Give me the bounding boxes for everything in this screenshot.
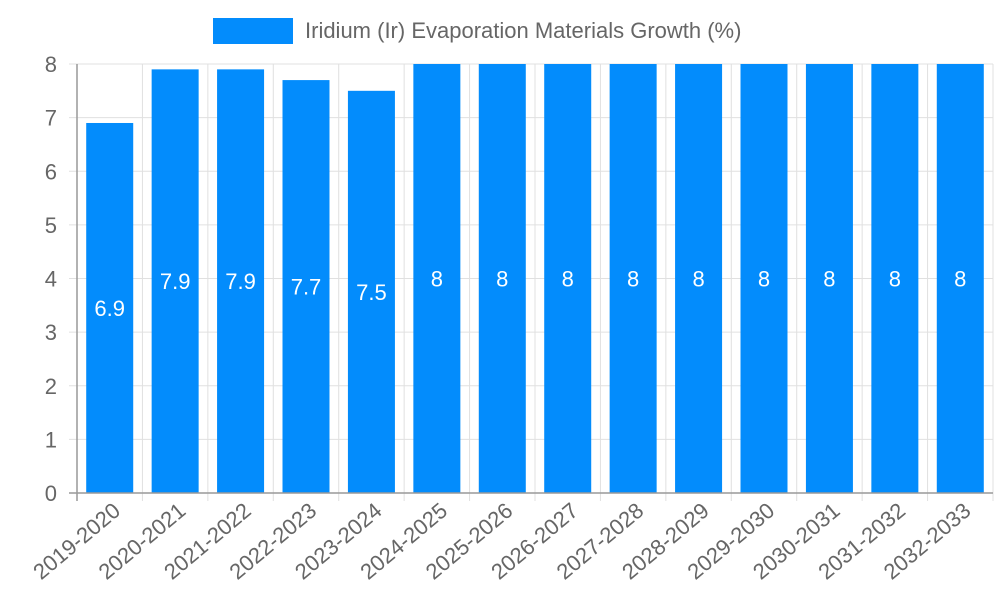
bar[interactable] bbox=[740, 64, 788, 493]
bar-value-label: 7.9 bbox=[160, 269, 191, 294]
bar-value-label: 8 bbox=[627, 267, 639, 292]
bar-value-label: 7.7 bbox=[291, 275, 322, 300]
bar-value-label: 7.5 bbox=[356, 280, 387, 305]
bar[interactable] bbox=[478, 64, 526, 493]
y-axis-ticks: 0 1 2 3 4 5 6 7 8 bbox=[45, 52, 57, 506]
y-tick-label: 3 bbox=[45, 320, 57, 345]
bar-value-label: 8 bbox=[823, 267, 835, 292]
y-tick-label: 1 bbox=[45, 427, 57, 452]
chart-legend[interactable]: Iridium (Ir) Evaporation Materials Growt… bbox=[213, 18, 741, 44]
bar[interactable] bbox=[86, 122, 134, 494]
bar-value-label: 8 bbox=[954, 267, 966, 292]
legend-label: Iridium (Ir) Evaporation Materials Growt… bbox=[305, 18, 742, 43]
grid-lines bbox=[69, 63, 994, 501]
bar-value-label: 8 bbox=[758, 267, 770, 292]
bar[interactable] bbox=[347, 90, 395, 493]
y-tick-label: 8 bbox=[45, 52, 57, 77]
bar-value-label: 6.9 bbox=[94, 296, 125, 321]
bar[interactable] bbox=[151, 69, 199, 494]
bar-value-label: 8 bbox=[431, 267, 443, 292]
y-tick-label: 6 bbox=[45, 159, 57, 184]
bar-value-label: 8 bbox=[496, 267, 508, 292]
y-tick-label: 7 bbox=[45, 106, 57, 131]
bar-value-label: 8 bbox=[562, 267, 574, 292]
bar[interactable] bbox=[282, 80, 330, 494]
y-tick-label: 0 bbox=[45, 481, 57, 506]
bar-value-label: 7.9 bbox=[225, 269, 256, 294]
legend-swatch bbox=[213, 18, 293, 44]
y-tick-label: 2 bbox=[45, 374, 57, 399]
y-tick-label: 5 bbox=[45, 213, 57, 238]
x-axis-ticks: 2019-20202020-20212021-20222022-20232023… bbox=[28, 498, 975, 585]
bar[interactable] bbox=[413, 64, 461, 493]
bar-value-label: 8 bbox=[889, 267, 901, 292]
y-tick-label: 4 bbox=[45, 267, 57, 292]
bar[interactable] bbox=[675, 64, 723, 493]
bar[interactable] bbox=[936, 64, 984, 493]
bar[interactable] bbox=[805, 64, 853, 493]
bar[interactable] bbox=[544, 64, 592, 493]
bar-value-label: 8 bbox=[692, 267, 704, 292]
bar[interactable] bbox=[609, 64, 657, 493]
bar[interactable] bbox=[217, 69, 265, 494]
bar-series bbox=[86, 64, 984, 494]
data-labels: 6.9 7.9 7.9 7.7 7.5 8 8 8 8 8 8 8 8 8 bbox=[94, 267, 966, 321]
bar[interactable] bbox=[871, 64, 919, 493]
axes bbox=[69, 64, 993, 501]
